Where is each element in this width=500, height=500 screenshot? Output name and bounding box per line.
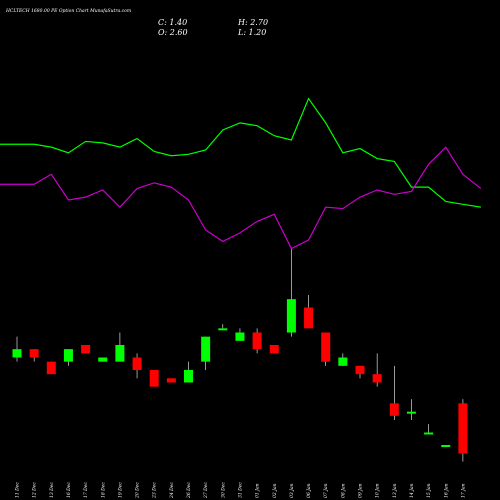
x-tick-label: 12 Dec <box>32 482 38 498</box>
candle-body <box>338 357 348 366</box>
candle-body <box>252 332 262 350</box>
candle-body <box>218 328 228 331</box>
open-value: O: 2.60 <box>158 28 188 37</box>
candle <box>286 249 296 337</box>
candle-body <box>441 445 451 447</box>
candle <box>355 365 365 379</box>
candle <box>235 328 245 341</box>
candle-body <box>98 357 108 362</box>
x-tick-label: 08 Jan <box>340 483 346 498</box>
candle <box>304 295 314 329</box>
low-value: L: 1.20 <box>238 28 267 37</box>
candle <box>46 361 56 375</box>
candle <box>269 345 279 354</box>
candle <box>458 399 468 462</box>
candle <box>201 336 211 370</box>
candle-body <box>184 370 193 383</box>
candle-body <box>355 365 365 375</box>
x-tick-label: 24 Dec <box>169 482 175 499</box>
candle-body <box>286 299 296 333</box>
x-tick-label: 13 Dec <box>49 482 55 498</box>
candle <box>98 357 108 362</box>
candle <box>81 345 91 354</box>
x-tick-label: 17 Dec <box>83 482 89 498</box>
candle <box>252 328 262 354</box>
candle-body <box>29 349 39 358</box>
candle <box>321 332 331 366</box>
candle-body <box>132 357 142 370</box>
high-value: H: 2.70 <box>238 18 269 27</box>
candle <box>406 399 416 420</box>
candle <box>132 353 142 379</box>
candle-body <box>269 345 279 354</box>
indicator-lines <box>0 97 482 250</box>
x-tick-label: 16 Dec <box>66 482 72 498</box>
x-tick-label: 09 Jan <box>358 483 364 498</box>
candle <box>184 361 193 383</box>
candle-body <box>12 349 22 358</box>
candle <box>441 445 451 447</box>
candle-body <box>372 374 382 383</box>
indicator-line-2 <box>0 146 482 250</box>
candle-body <box>63 349 73 362</box>
x-tick-label: 26 Dec <box>186 482 192 499</box>
candle <box>166 378 176 383</box>
x-tick-label: 16 Jan <box>443 483 449 498</box>
candle-body <box>458 403 468 454</box>
x-tick-label: 18 Dec <box>100 482 106 498</box>
candle <box>63 349 73 366</box>
close-value: C: 1.40 <box>158 18 188 27</box>
x-tick-label: 02 Jan <box>272 483 278 498</box>
candle-body <box>235 332 245 341</box>
x-tick-label: 27 Dec <box>203 482 209 499</box>
candle <box>338 353 348 366</box>
x-tick-label: 01 Jan <box>255 483 261 498</box>
x-tick-label: 14 Jan <box>409 483 415 498</box>
candle <box>29 349 39 362</box>
candle-body <box>149 370 159 387</box>
x-tick-label: 07 Jan <box>323 483 329 498</box>
candle-body <box>201 336 211 362</box>
x-tick-label: 06 Jan <box>306 483 312 498</box>
x-tick-label: 13 Jan <box>392 483 398 498</box>
x-tick-label: 20 Dec <box>135 482 141 499</box>
candles <box>12 249 468 462</box>
candle <box>424 424 434 435</box>
x-tick-label: 23 Dec <box>152 482 158 499</box>
candle-body <box>46 361 56 375</box>
candle <box>372 353 382 387</box>
x-tick-label: 31 Dec <box>237 482 243 498</box>
candle <box>115 332 125 362</box>
x-axis: 11 Dec 12 Dec 13 Dec 16 Dec 17 Dec 18 Dec 19 D… <box>15 482 467 499</box>
candle <box>389 365 399 420</box>
candle-body <box>115 345 125 362</box>
candle-body <box>424 432 434 435</box>
x-tick-label: 30 Dec <box>220 482 226 498</box>
candle-body <box>304 307 314 329</box>
candle <box>149 370 159 387</box>
candle <box>12 336 22 362</box>
x-tick-label: 17 Jan <box>460 483 466 498</box>
candle <box>218 324 228 331</box>
x-tick-label: 11 Dec <box>15 482 21 498</box>
candle-body <box>389 403 399 416</box>
chart-title: HCLTECH 1680.00 PE Option Chart MunafaSu… <box>6 9 132 14</box>
candle-body <box>166 378 176 383</box>
x-tick-label: 19 Dec <box>117 482 123 498</box>
x-tick-label: 15 Jan <box>426 483 432 498</box>
x-tick-label: 03 Jan <box>289 483 295 498</box>
candle-body <box>321 332 331 362</box>
x-tick-label: 10 Jan <box>375 483 381 498</box>
indicator-line-1 <box>0 97 481 208</box>
candle-body <box>406 411 416 414</box>
candle-body <box>81 345 91 354</box>
